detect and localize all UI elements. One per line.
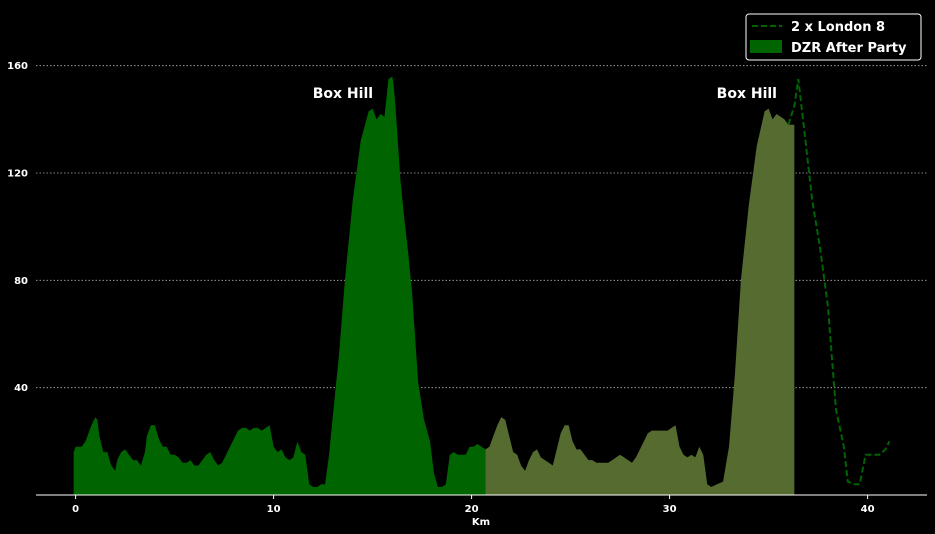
x-tick-label-3: 30 [663, 504, 677, 515]
x-tick-label-4: 40 [861, 504, 875, 515]
annotations: Box Hill Box Hill [313, 86, 777, 102]
x-tick-label-2: 20 [465, 504, 479, 515]
y-tick-label-0: 40 [14, 383, 28, 394]
y-tick-label-2: 120 [7, 169, 28, 180]
axes: 0 10 20 30 40 40 80 120 160 [7, 61, 927, 515]
elevation-areas [73, 76, 795, 496]
legend-label-london: 2 x London 8 [791, 20, 885, 35]
legend-frame [745, 13, 922, 61]
series-after-party-area [73, 76, 486, 496]
annotation-box-hill-0: Box Hill [313, 86, 373, 102]
annotation-box-hill-1: Box Hill [717, 86, 777, 102]
route-lines [787, 78, 891, 486]
legend: 2 x London 8 DZR After Party [745, 13, 922, 61]
series-second-lap-area [485, 108, 795, 495]
y-tick-label-1: 80 [14, 276, 28, 287]
legend-label-after-party: DZR After Party [791, 41, 907, 56]
x-axis-title: Km [472, 517, 490, 528]
legend-swatch-after-party [750, 40, 782, 53]
x-tick-label-0: 0 [72, 504, 79, 515]
x-tick-label-1: 10 [267, 504, 281, 515]
y-tick-label-3: 160 [7, 61, 28, 72]
series-london-line [787, 78, 891, 486]
